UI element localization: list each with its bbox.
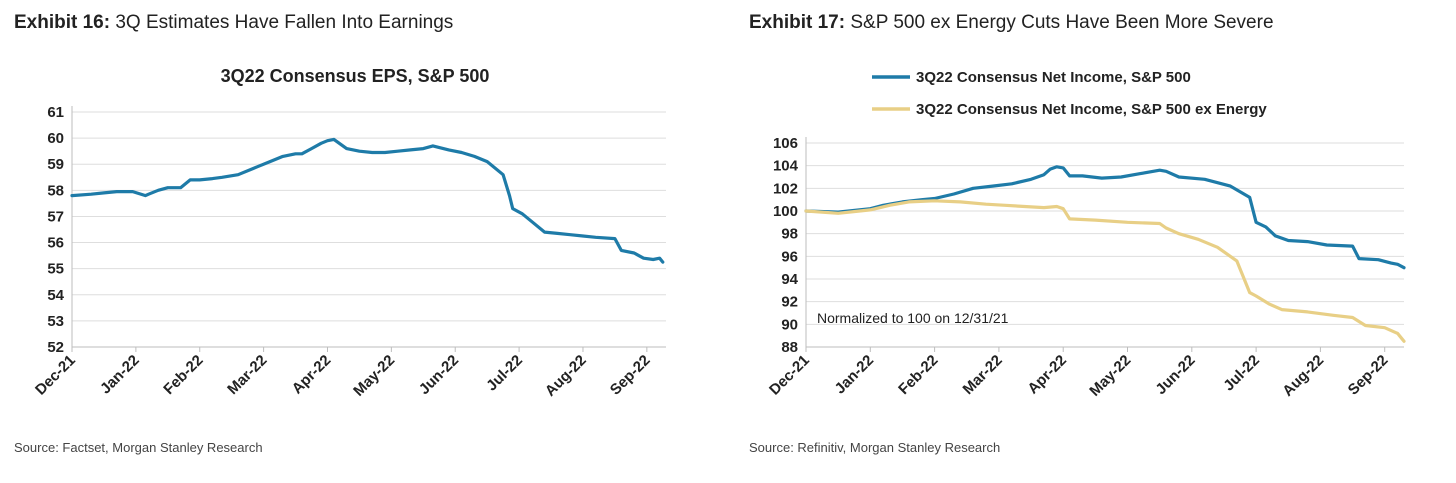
x-tick-label: Mar-22 [960,352,1006,398]
x-tick-label: Feb-22 [895,352,941,398]
y-tick-label: 59 [47,156,64,173]
y-tick-label: 100 [773,203,798,220]
y-tick-label: 56 [47,235,64,252]
exhibit-17-heading: S&P 500 ex Energy Cuts Have Been More Se… [850,12,1274,33]
y-tick-label: 92 [781,294,798,311]
exhibit-16-heading: 3Q Estimates Have Fallen Into Earnings [115,12,454,33]
x-tick-label: Sep-22 [1345,352,1392,399]
y-tick-label: 96 [781,248,798,265]
y-tick-label: 102 [773,180,798,197]
y-tick-label: 104 [773,158,799,175]
exhibit-17-title: Exhibit 17: S&P 500 ex Energy Cuts Have … [749,12,1274,34]
exhibit-17-source: Source: Refinitiv, Morgan Stanley Resear… [749,440,1001,455]
eps-chart: 3Q22 Consensus EPS, S&P 500 52 53 54 55 56 57 5… [32,66,666,400]
y-tick-label: 53 [47,313,64,330]
legend-label: 3Q22 Consensus Net Income, S&P 500 [916,69,1191,86]
y-tick-label: 58 [47,182,64,199]
exhibit-17-label: Exhibit 17: [749,12,846,33]
exhibit-16-source: Source: Factset, Morgan Stanley Research [14,440,263,455]
x-tick-label: Jul-22 [1220,352,1263,395]
y-tick-label: 54 [47,287,64,304]
y-tick-label: 90 [781,316,798,333]
x-tick-label: Apr-22 [1024,352,1070,398]
y-tick-label: 60 [47,130,64,147]
x-tick-label: Dec-21 [766,352,813,399]
y-tick-label: 61 [47,104,64,121]
x-tick-label: May-22 [1086,352,1134,400]
chart-title: 3Q22 Consensus EPS, S&P 500 [221,66,490,86]
x-tick-label: Jan-22 [831,352,877,398]
exhibit-16-title: Exhibit 16: 3Q Estimates Have Fallen Int… [14,12,453,34]
y-tick-label: 57 [47,208,64,225]
legend-label: 3Q22 Consensus Net Income, S&P 500 ex En… [916,101,1267,118]
y-tick-label: 88 [781,339,798,356]
x-tick-label: Jun-22 [1152,352,1198,398]
y-tick-label: 94 [781,271,798,288]
series-line-2 [804,199,1406,343]
series-line-1 [70,137,665,264]
y-tick-label: 52 [47,339,64,356]
chart-annotation: Normalized to 100 on 12/31/21 [817,310,1009,326]
y-tick-label: 106 [773,135,798,152]
x-tick-label: Aug-22 [1279,352,1327,400]
y-tick-label: 55 [47,261,64,278]
series-line-1 [804,165,1406,270]
y-tick-label: 98 [781,226,798,243]
exhibit-16-label: Exhibit 16: [14,12,111,33]
